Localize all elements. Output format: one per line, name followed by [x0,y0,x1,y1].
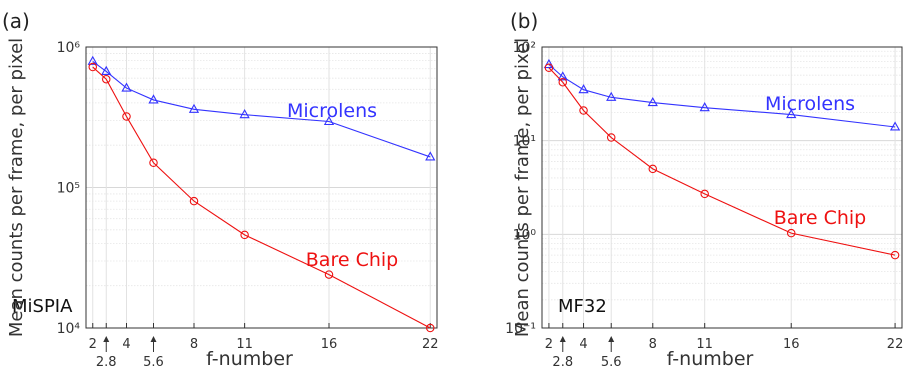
panel-label: (b) [510,9,538,33]
x-tick-label: 22 [422,337,439,352]
tick-arrowhead [559,336,566,342]
data-point-triangle [101,65,112,75]
chart-annotation: MF32 [558,296,607,317]
x-tick-label: 5.6 [143,355,164,370]
series-line [92,66,431,329]
y-tick-label: 10¹ [513,134,536,150]
plot-area [542,47,902,328]
y-axis-label: Mean counts per frame, per pixel [512,38,533,337]
data-point-circle [579,106,588,115]
data-point-circle [558,78,568,87]
data-point-circle [149,158,158,168]
data-point-circle [240,230,249,240]
series-line [548,67,896,256]
x-tick-label: 2.8 [96,355,117,370]
data-point-circle [189,196,199,206]
series-label: Microlens [287,100,377,122]
tick-arrowhead [103,336,110,342]
data-point-triangle [543,58,555,69]
data-point-circle [786,228,796,238]
x-axis-label: f-number [667,348,754,370]
data-point-circle [425,323,435,333]
y-tick-label: 10⁴ [57,321,81,337]
x-tick-label: 2.8 [552,355,573,370]
x-tick-label: 8 [649,337,657,352]
panel-label: (a) [2,9,30,33]
x-tick-label: 8 [190,337,198,352]
data-point-circle [890,250,900,260]
data-point-triangle [889,121,901,131]
data-point-circle [606,133,616,142]
chart-annotation: MiSPIA [12,296,73,317]
y-tick-label: 10² [513,40,536,56]
data-point-circle [324,270,334,279]
panel-b: (b) 10⁻¹ 10⁰ 10¹ 10² 2 2.8 4 5.6 8 11 16 22 Microlens… [505,9,903,370]
data-point-triangle [699,102,710,112]
series-label: Microlens [765,93,855,115]
axes-frame [85,46,438,329]
data-point-triangle [786,108,797,119]
data-point-triangle [188,103,200,113]
y-tick-label: 10⁵ [57,181,80,197]
data-point-triangle [121,82,132,92]
axes-frame [541,46,903,329]
data-point-triangle [148,94,159,104]
data-point-circle [544,63,554,73]
data-point-triangle [323,115,335,126]
data-point-triangle [557,71,568,81]
series-label: Bare Chip [306,249,398,271]
data-point-circle [122,112,131,121]
data-point-circle [102,74,111,84]
panel-a: (a) 10⁴ 10⁵ 10⁶ 2 2.8 4 5.6 8 11 16 22 Microlens Bare… [2,9,439,370]
data-point-circle [700,189,709,199]
data-point-triangle [606,91,617,101]
series-label: Bare Chip [774,207,866,229]
tick-arrowhead [608,336,615,342]
y-tick-label: 10⁶ [57,40,81,56]
x-tick-label: 16 [321,337,338,352]
x-tick-label: 2 [89,337,97,352]
data-point-circle [88,62,98,72]
x-axis-label: f-number [206,348,293,370]
data-point-circle [648,164,658,174]
x-tick-label: 4 [122,337,130,352]
y-tick-label: 10⁻¹ [505,321,536,337]
x-tick-label: 16 [783,337,800,352]
tick-arrowhead [150,336,157,342]
x-tick-label: 2 [545,337,553,352]
data-point-triangle [647,96,658,107]
y-tick-label: 10⁰ [513,227,537,243]
x-tick-label: 22 [887,337,904,352]
data-point-triangle [239,109,250,119]
data-point-triangle [578,84,589,94]
x-tick-label: 5.6 [601,355,622,370]
data-point-triangle [87,55,98,65]
x-tick-label: 11 [236,337,253,352]
x-tick-label: 11 [696,337,713,352]
y-axis-label: Mean counts per frame, per pixel [6,38,27,337]
x-tick-label: 4 [579,337,587,352]
data-point-triangle [425,151,436,161]
